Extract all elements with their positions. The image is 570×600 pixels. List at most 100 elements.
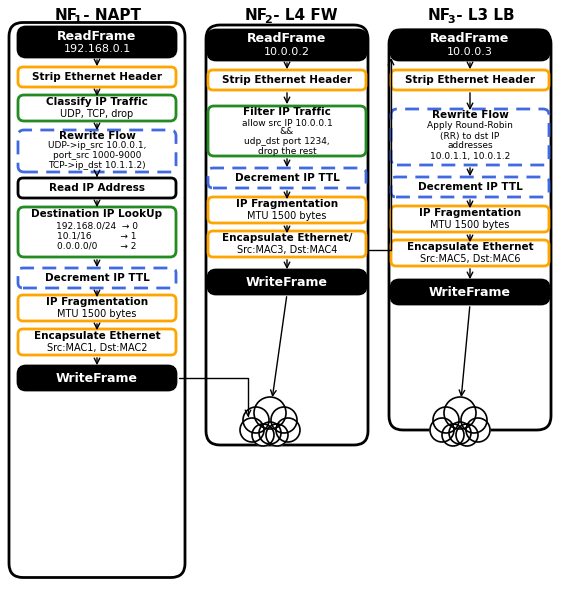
Text: &&: && [280, 127, 294, 136]
Text: Strip Ethernet Header: Strip Ethernet Header [222, 75, 352, 85]
Text: Encapsulate Ethernet: Encapsulate Ethernet [406, 242, 534, 252]
FancyBboxPatch shape [208, 270, 366, 294]
FancyBboxPatch shape [208, 30, 366, 60]
Circle shape [254, 397, 286, 429]
Circle shape [276, 418, 300, 442]
Text: Domain: Domain [438, 418, 482, 428]
Text: 192.168.0.1: 192.168.0.1 [63, 44, 131, 54]
FancyBboxPatch shape [18, 295, 176, 321]
FancyBboxPatch shape [18, 178, 176, 198]
FancyBboxPatch shape [391, 177, 549, 197]
Text: Read IP Address: Read IP Address [49, 183, 145, 193]
Circle shape [449, 422, 471, 444]
Text: 0.0.0.0/0        → 2: 0.0.0.0/0 → 2 [58, 241, 137, 251]
FancyBboxPatch shape [391, 30, 549, 60]
Text: UDP->ip_src 10.0.0.1,: UDP->ip_src 10.0.0.1, [48, 142, 146, 151]
FancyBboxPatch shape [391, 206, 549, 232]
Text: (RR) to dst IP: (RR) to dst IP [441, 131, 500, 140]
Circle shape [271, 407, 297, 433]
Text: 1: 1 [74, 15, 82, 25]
Text: NF: NF [55, 8, 78, 23]
Text: Apply Round-Robin: Apply Round-Robin [427, 121, 513, 130]
Text: 10.1/16          → 1: 10.1/16 → 1 [57, 232, 137, 241]
Text: IP Fragmentation: IP Fragmentation [419, 208, 521, 218]
Text: 192.168.0/24  → 0: 192.168.0/24 → 0 [56, 221, 138, 230]
Text: - L3 LB: - L3 LB [451, 8, 515, 23]
Text: NF: NF [245, 8, 268, 23]
Text: Src:MAC5, Dst:MAC6: Src:MAC5, Dst:MAC6 [420, 254, 520, 264]
Text: Rewrite Flow: Rewrite Flow [431, 110, 508, 120]
Circle shape [252, 424, 274, 446]
Text: Strip Ethernet Header: Strip Ethernet Header [32, 72, 162, 82]
Text: ReadFrame: ReadFrame [430, 32, 510, 46]
Text: 10.0.0.2: 10.0.0.2 [264, 47, 310, 57]
Text: drop the rest: drop the rest [258, 146, 316, 155]
Circle shape [259, 422, 281, 444]
Text: IP Fragmentation: IP Fragmentation [46, 297, 148, 307]
Circle shape [466, 418, 490, 442]
Circle shape [433, 407, 459, 433]
Text: - NAPT: - NAPT [78, 8, 141, 23]
FancyBboxPatch shape [18, 366, 176, 390]
Circle shape [442, 424, 464, 446]
Text: Encapsulate Ethernet: Encapsulate Ethernet [34, 331, 160, 341]
Text: Domain: Domain [249, 418, 292, 428]
Text: WriteFrame: WriteFrame [56, 371, 138, 385]
Circle shape [456, 424, 478, 446]
Text: 3: 3 [447, 15, 455, 25]
Text: Decrement IP TTL: Decrement IP TTL [44, 273, 149, 283]
Text: NF: NF [428, 8, 451, 23]
FancyBboxPatch shape [18, 95, 176, 121]
FancyBboxPatch shape [208, 70, 366, 90]
Text: Destination IP LookUp: Destination IP LookUp [31, 209, 162, 219]
Text: Rewrite Flow: Rewrite Flow [59, 131, 136, 141]
Text: port_src 1000-9000: port_src 1000-9000 [53, 151, 141, 160]
Text: ReadFrame: ReadFrame [58, 29, 137, 43]
FancyBboxPatch shape [18, 329, 176, 355]
FancyBboxPatch shape [208, 168, 366, 188]
FancyBboxPatch shape [206, 25, 368, 445]
Text: UDP, TCP, drop: UDP, TCP, drop [60, 109, 133, 119]
FancyBboxPatch shape [18, 207, 176, 257]
Text: Classify IP Traffic: Classify IP Traffic [46, 97, 148, 107]
Circle shape [430, 418, 454, 442]
Text: MTU 1500 bytes: MTU 1500 bytes [58, 309, 137, 319]
FancyBboxPatch shape [18, 67, 176, 87]
FancyBboxPatch shape [208, 106, 366, 156]
Circle shape [266, 424, 288, 446]
Text: udp_dst port 1234,: udp_dst port 1234, [244, 136, 330, 145]
Text: MTU 1500 bytes: MTU 1500 bytes [430, 220, 510, 230]
Circle shape [240, 418, 264, 442]
Text: Encapsulate Ethernet/: Encapsulate Ethernet/ [222, 233, 352, 243]
Text: Strip Ethernet Header: Strip Ethernet Header [405, 75, 535, 85]
Text: 10.1/16: 10.1/16 [249, 431, 291, 441]
FancyBboxPatch shape [208, 231, 366, 257]
Text: - L4 FW: - L4 FW [268, 8, 337, 23]
Text: WriteFrame: WriteFrame [429, 286, 511, 298]
Text: TCP->ip_dst 10.1.1.2): TCP->ip_dst 10.1.1.2) [48, 160, 146, 169]
Text: allow src IP 10.0.0.1: allow src IP 10.0.0.1 [242, 118, 332, 127]
Text: IP Fragmentation: IP Fragmentation [236, 199, 338, 209]
Text: Decrement IP TTL: Decrement IP TTL [418, 182, 522, 192]
FancyBboxPatch shape [9, 22, 185, 577]
Text: Src:MAC1, Dst:MAC2: Src:MAC1, Dst:MAC2 [47, 343, 147, 353]
Text: 10.0.1.1, 10.0.1.2: 10.0.1.1, 10.0.1.2 [430, 151, 510, 160]
Text: MTU 1500 bytes: MTU 1500 bytes [247, 211, 327, 221]
Text: 10.0/16: 10.0/16 [439, 431, 481, 441]
Text: 2: 2 [264, 15, 272, 25]
Circle shape [243, 407, 269, 433]
Text: ReadFrame: ReadFrame [247, 32, 327, 46]
FancyBboxPatch shape [18, 27, 176, 57]
FancyBboxPatch shape [389, 30, 551, 430]
Text: Src:MAC3, Dst:MAC4: Src:MAC3, Dst:MAC4 [237, 245, 337, 255]
FancyBboxPatch shape [391, 280, 549, 304]
Text: 10.0.0.3: 10.0.0.3 [447, 47, 493, 57]
FancyBboxPatch shape [18, 268, 176, 288]
FancyBboxPatch shape [391, 70, 549, 90]
FancyBboxPatch shape [208, 197, 366, 223]
Text: addresses: addresses [447, 142, 493, 151]
Circle shape [461, 407, 487, 433]
Circle shape [444, 397, 476, 429]
Text: WriteFrame: WriteFrame [246, 275, 328, 289]
Text: Decrement IP TTL: Decrement IP TTL [235, 173, 339, 183]
